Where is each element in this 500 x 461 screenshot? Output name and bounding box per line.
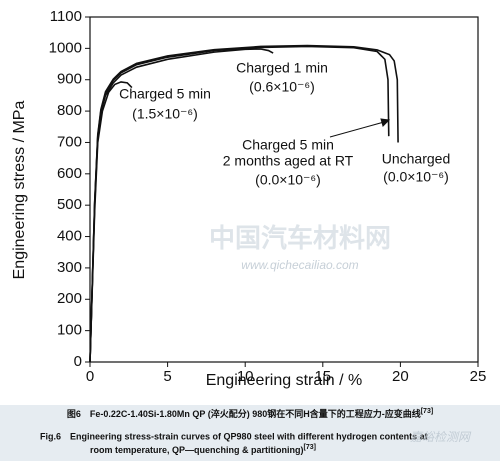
annotation: (0.0×10⁻⁶) bbox=[255, 172, 321, 188]
watermark-site: 中国汽车材料网 bbox=[209, 223, 391, 253]
y-tick-label: 900 bbox=[57, 71, 82, 88]
annotation: (1.5×10⁻⁶) bbox=[132, 106, 198, 122]
caption-zh: 图6 Fe-0.22C-1.40Si-1.80Mn QP (淬火配分) 980钢… bbox=[67, 408, 433, 420]
y-tick-label: 200 bbox=[57, 290, 82, 307]
y-tick-label: 0 bbox=[74, 353, 82, 370]
watermark-url: www.qichecailiao.com bbox=[241, 258, 358, 272]
x-tick-label: 5 bbox=[163, 368, 171, 385]
y-tick-label: 1100 bbox=[50, 8, 82, 25]
y-tick-label: 500 bbox=[57, 196, 82, 213]
stress-strain-curve bbox=[89, 44, 399, 363]
annotation: Charged 5 min bbox=[242, 137, 334, 153]
plot-frame bbox=[89, 16, 479, 363]
x-tick-label: 25 bbox=[470, 368, 487, 385]
annotation: (0.0×10⁻⁶) bbox=[383, 169, 449, 185]
caption-box bbox=[0, 405, 500, 461]
x-tick-label: 20 bbox=[392, 368, 409, 385]
annotation: 2 months aged at RT bbox=[223, 153, 354, 169]
caption-en-2: room temperature, QP—quenching & partiti… bbox=[90, 444, 316, 456]
annotation: Charged 5 min bbox=[119, 86, 211, 102]
y-tick-label: 100 bbox=[57, 322, 82, 339]
y-tick-label: 800 bbox=[57, 102, 82, 119]
annotation: (0.6×10⁻⁶) bbox=[249, 79, 315, 95]
y-tick-label: 1000 bbox=[49, 39, 82, 56]
annotation: Charged 1 min bbox=[236, 60, 328, 76]
y-tick-label: 400 bbox=[57, 228, 82, 245]
arrow bbox=[329, 118, 391, 138]
stress-strain-curve bbox=[89, 81, 133, 363]
x-tick-label: 10 bbox=[237, 368, 254, 385]
y-axis-title: Engineering stress / MPa bbox=[11, 101, 28, 280]
annotation: Uncharged bbox=[382, 151, 451, 167]
y-tick-label: 700 bbox=[57, 133, 82, 150]
x-tick-label: 0 bbox=[86, 368, 94, 385]
x-tick-label: 15 bbox=[314, 368, 331, 385]
watermark-corner: 嘉峪检测网 bbox=[410, 430, 472, 444]
x-axis-title: Engineering strain / % bbox=[206, 372, 363, 389]
caption-en-1: Fig.6 Engineering stress-strain curves o… bbox=[40, 431, 428, 441]
y-tick-label: 300 bbox=[57, 259, 82, 276]
y-tick-label: 600 bbox=[57, 165, 82, 182]
